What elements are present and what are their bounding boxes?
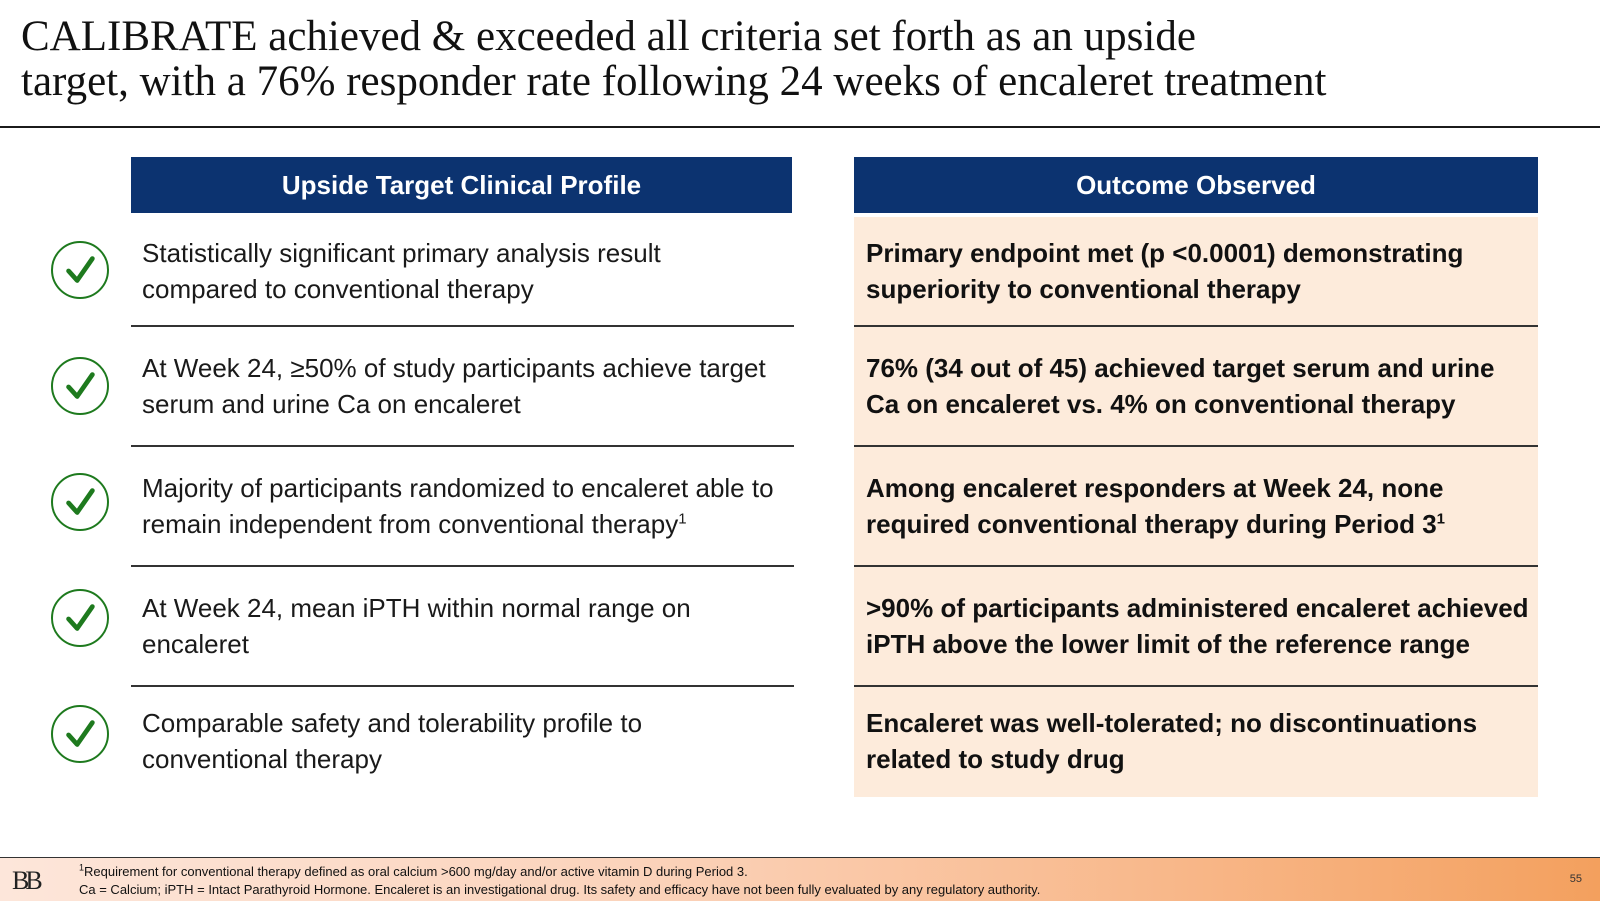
- observed-outcome-text: 76% (34 out of 45) achieved target serum…: [866, 353, 1495, 419]
- slide-title-line-2: target, with a 76% responder rate follow…: [21, 58, 1327, 105]
- outcome-column-background: [854, 217, 1538, 797]
- target-criterion-text: At Week 24, ≥50% of study participants a…: [142, 353, 766, 419]
- row-divider: [131, 565, 794, 567]
- target-criterion-text: Majority of participants randomized to e…: [142, 473, 774, 539]
- observed-outcome: >90% of participants administered encale…: [866, 568, 1531, 684]
- target-criterion: Statistically significant primary analys…: [142, 218, 782, 324]
- row-divider: [854, 565, 1538, 567]
- footnote-abbreviations: Ca = Calcium; iPTH = Intact Parathyroid …: [79, 882, 1041, 897]
- page-number: 55: [1569, 873, 1582, 885]
- observed-outcome: 76% (34 out of 45) achieved target serum…: [866, 328, 1531, 444]
- slide-title: CALIBRATE achieved & exceeded all criter…: [21, 14, 1581, 104]
- target-criterion: Majority of participants randomized to e…: [142, 448, 782, 564]
- row-divider: [131, 685, 794, 687]
- row-divider: [854, 445, 1538, 447]
- target-criterion-text: Statistically significant primary analys…: [142, 238, 661, 304]
- footnote-1: 1Requirement for conventional therapy de…: [79, 862, 748, 879]
- checkmark-circle-icon: [51, 357, 109, 415]
- target-criterion: Comparable safety and tolerability profi…: [142, 688, 782, 794]
- title-divider: [0, 126, 1600, 128]
- observed-outcome: Encaleret was well-tolerated; no discont…: [866, 688, 1531, 794]
- row-divider: [854, 685, 1538, 687]
- target-criterion: At Week 24, mean iPTH within normal rang…: [142, 568, 782, 684]
- target-criterion: At Week 24, ≥50% of study participants a…: [142, 328, 782, 444]
- footnote-marker: 1: [678, 510, 687, 528]
- footnote-marker: 1: [79, 862, 85, 873]
- observed-outcome-text: Primary endpoint met (p <0.0001) demonst…: [866, 238, 1464, 304]
- slide-footer: BB 1Requirement for conventional therapy…: [0, 857, 1600, 901]
- observed-outcome-text: Encaleret was well-tolerated; no discont…: [866, 708, 1478, 774]
- checkmark-circle-icon: [51, 473, 109, 531]
- upside-target-header: Upside Target Clinical Profile: [131, 157, 792, 213]
- row-divider: [131, 445, 794, 447]
- observed-outcome: Among encaleret responders at Week 24, n…: [866, 448, 1531, 564]
- slide-title-line-1: CALIBRATE achieved & exceeded all criter…: [21, 13, 1196, 60]
- row-divider: [131, 325, 794, 327]
- footnote-marker: 1: [1436, 510, 1445, 528]
- target-criterion-text: At Week 24, mean iPTH within normal rang…: [142, 593, 691, 659]
- observed-outcome-text: >90% of participants administered encale…: [866, 593, 1529, 659]
- company-logo: BB: [12, 866, 43, 895]
- footnotes: 1Requirement for conventional therapy de…: [79, 863, 1040, 899]
- row-divider: [854, 325, 1538, 327]
- observed-outcome-text: Among encaleret responders at Week 24, n…: [866, 473, 1444, 539]
- checkmark-circle-icon: [51, 589, 109, 647]
- outcome-observed-header: Outcome Observed: [854, 157, 1538, 213]
- observed-outcome: Primary endpoint met (p <0.0001) demonst…: [866, 218, 1531, 324]
- checkmark-circle-icon: [51, 705, 109, 763]
- checkmark-circle-icon: [51, 241, 109, 299]
- target-criterion-text: Comparable safety and tolerability profi…: [142, 708, 643, 774]
